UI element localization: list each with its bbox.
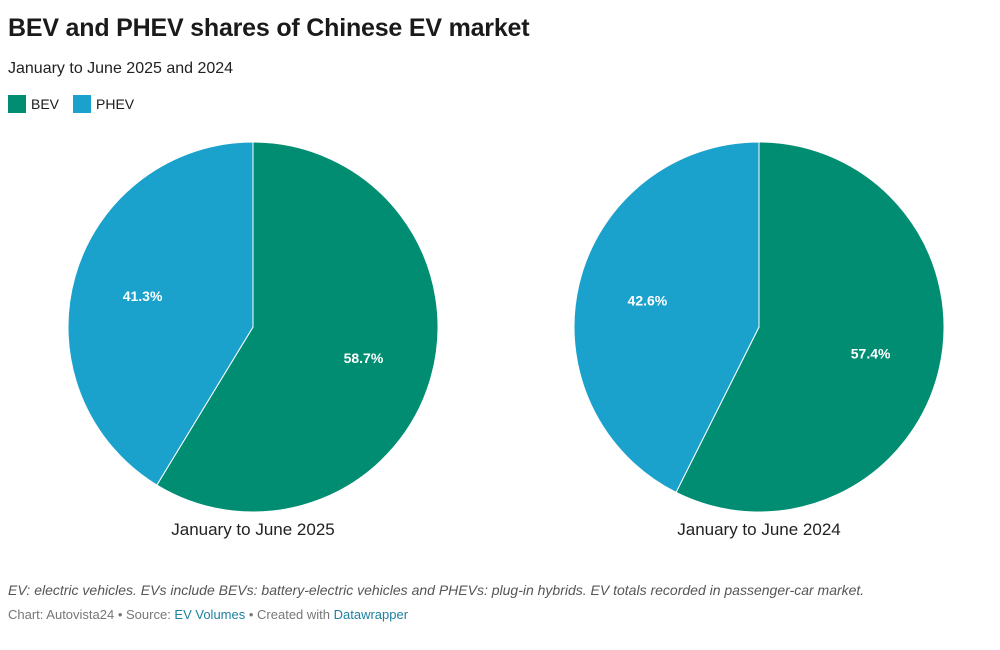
pie-caption-0: January to June 2025 [171, 520, 335, 539]
pie-value-label-0-bev: 58.7% [344, 350, 384, 366]
pie-charts-svg: 58.7% 41.3% January to June 2025 57.4% 42.6%… [67, 141, 945, 539]
footnote: EV: electric vehicles. EVs include BEVs:… [8, 582, 865, 598]
pie-slice-0-bev [156, 141, 439, 513]
legend-label-bev: BEV [31, 96, 60, 112]
source-link[interactable]: EV Volumes [174, 607, 246, 622]
credit-prefix: Chart: Autovista24 • Source: [8, 607, 175, 622]
pie-slice-0-phev [67, 141, 254, 486]
pie-value-label-0-phev: 41.3% [123, 288, 163, 304]
pie-charts-area: 58.7% 41.3% January to June 2025 57.4% 42.6%… [0, 130, 1000, 560]
credit-middle: • Created with [245, 607, 334, 622]
legend-swatch-phev [73, 95, 92, 113]
credits: Chart: Autovista24 • Source: EV Volumes … [8, 607, 408, 622]
pie-caption-1: January to June 2024 [677, 520, 841, 539]
pie-value-label-1-bev: 57.4% [851, 345, 891, 361]
datawrapper-link[interactable]: Datawrapper [333, 607, 409, 622]
pie-slice-1-bev [675, 141, 945, 513]
chart-title: BEV and PHEV shares of Chinese EV market [8, 14, 530, 42]
legend-item-bev: BEV [8, 95, 59, 113]
pie-slice-1-phev [573, 141, 760, 494]
chart-subtitle: January to June 2025 and 2024 [8, 60, 234, 77]
pie-value-label-1-phev: 42.6% [628, 293, 668, 309]
legend: BEV PHEV [8, 95, 148, 113]
legend-item-phev: PHEV [73, 95, 134, 113]
legend-swatch-bev [8, 95, 26, 113]
legend-label-phev: PHEV [96, 96, 135, 112]
